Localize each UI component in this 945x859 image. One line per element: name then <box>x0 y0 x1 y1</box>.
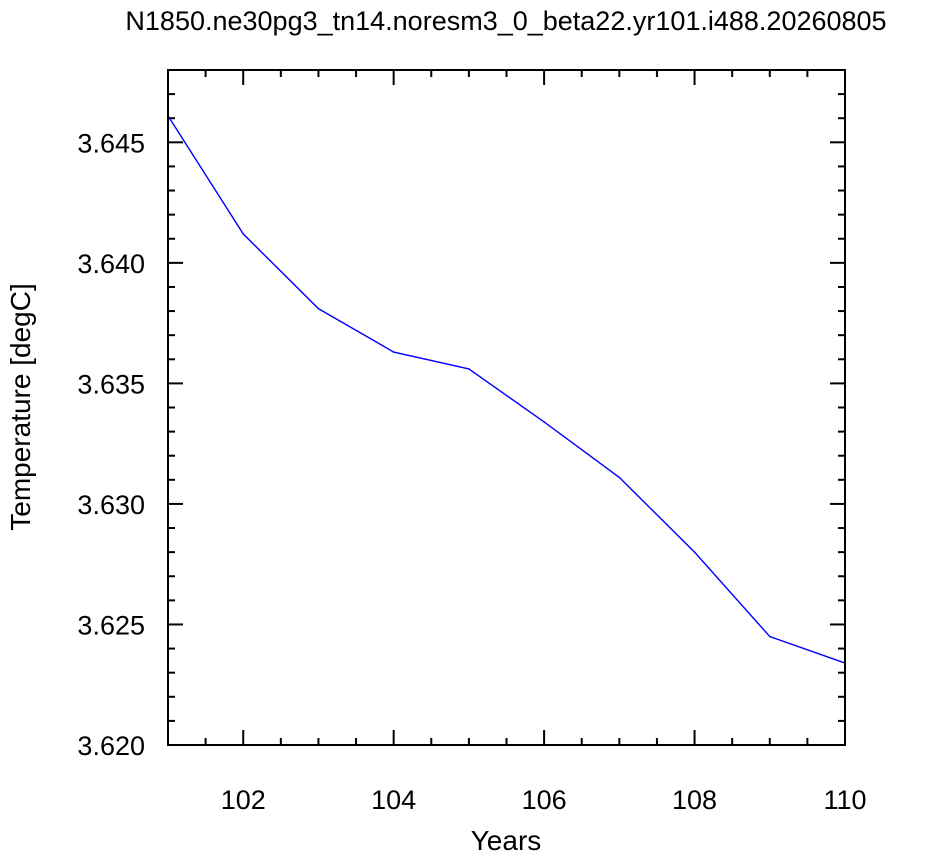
x-tick-label: 102 <box>221 785 266 815</box>
plot-frame <box>167 69 846 746</box>
y-axis-label: Temperature [degC] <box>5 283 36 530</box>
x-tick-label: 108 <box>672 785 717 815</box>
chart-title: N1850.ne30pg3_tn14.noresm3_0_beta22.yr10… <box>125 6 886 36</box>
data-point <box>618 476 621 479</box>
data-point <box>543 421 545 423</box>
y-tick-labels: 3.620 3.625 3.630 3.635 3.640 3.645 <box>77 128 145 761</box>
data-point <box>768 635 771 638</box>
x-tick-label: 110 <box>823 785 866 815</box>
series-line <box>167 115 846 664</box>
data-point <box>317 307 320 310</box>
y-tick-label: 3.625 <box>77 610 145 640</box>
data-point <box>693 551 696 553</box>
y-tick-label: 3.630 <box>77 490 145 520</box>
y-tick-label: 3.640 <box>77 249 145 279</box>
data-point <box>242 233 245 235</box>
x-tick-label: 104 <box>371 785 416 815</box>
x-tick-label: 106 <box>522 785 567 815</box>
x-axis-label: Years <box>471 825 542 856</box>
x-tick-labels: 102 104 106 108 110 <box>221 785 867 815</box>
axis-ticks <box>167 69 846 746</box>
data-point <box>392 351 395 353</box>
series-group <box>167 115 846 664</box>
y-tick-label: 3.635 <box>77 369 145 399</box>
data-point <box>468 368 470 370</box>
y-tick-label: 3.620 <box>77 731 145 761</box>
y-tick-label: 3.645 <box>77 128 145 158</box>
